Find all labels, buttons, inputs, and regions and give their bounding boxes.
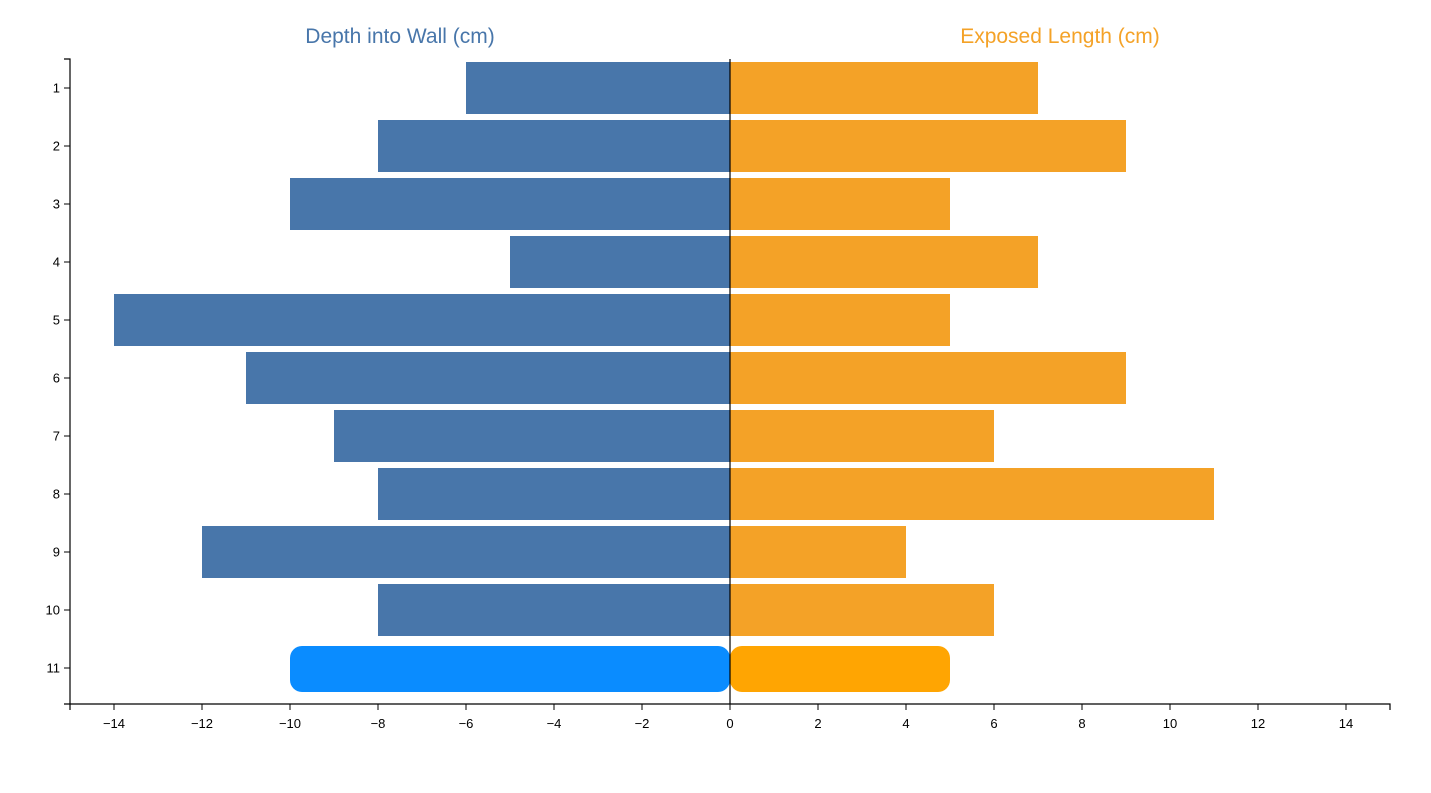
x-tick-label: −4	[547, 716, 562, 731]
x-tick-label: −12	[191, 716, 213, 731]
bar-left-1	[466, 62, 730, 114]
bar-right-10	[730, 584, 994, 636]
y-tick-label: 1	[53, 81, 60, 96]
bar-right-2	[730, 120, 1126, 172]
x-tick-label: 0	[726, 716, 733, 731]
y-tick-label: 4	[53, 255, 60, 270]
x-tick-label: −14	[103, 716, 125, 731]
bar-right-5	[730, 294, 950, 346]
x-tick-label: 6	[990, 716, 997, 731]
bar-right-8	[730, 468, 1214, 520]
x-tick-label: −2	[635, 716, 650, 731]
y-tick-label: 6	[53, 371, 60, 386]
bar-left-7	[334, 410, 730, 462]
y-tick-label: 7	[53, 429, 60, 444]
y-tick-label: 3	[53, 197, 60, 212]
right-series-title: Exposed Length (cm)	[960, 25, 1160, 48]
y-tick-label: 9	[53, 545, 60, 560]
x-tick-label: 10	[1163, 716, 1177, 731]
x-tick-label: 8	[1078, 716, 1085, 731]
x-tick-label: −10	[279, 716, 301, 731]
x-tick-label: 14	[1339, 716, 1353, 731]
y-tick-label: 5	[53, 313, 60, 328]
x-tick-label: 2	[814, 716, 821, 731]
y-axis: 1 2 3 4 5 6 7 8 9 10 11	[46, 58, 71, 705]
x-tick-label: −6	[459, 716, 474, 731]
bars-layer	[114, 62, 1214, 692]
x-axis: −14 −12 −10 −8 −6 −4 −2 0 2 4 6 8 10 12 14	[69, 703, 1391, 731]
y-tick-label: 11	[47, 661, 61, 676]
bar-left-11	[290, 646, 730, 692]
bar-left-10	[378, 584, 730, 636]
bar-left-9	[202, 526, 730, 578]
bar-right-4	[730, 236, 1038, 288]
bar-left-8	[378, 468, 730, 520]
bar-right-1	[730, 62, 1038, 114]
bar-right-9	[730, 526, 906, 578]
y-tick-label: 8	[53, 487, 60, 502]
bar-right-6	[730, 352, 1126, 404]
bar-right-3	[730, 178, 950, 230]
bar-left-3	[290, 178, 730, 230]
y-axis-line	[64, 58, 71, 705]
x-tick-label: −8	[371, 716, 386, 731]
bar-right-11	[730, 646, 950, 692]
x-tick-label: 12	[1251, 716, 1265, 731]
x-tick-label: 4	[902, 716, 909, 731]
left-series-title: Depth into Wall (cm)	[305, 25, 494, 48]
bar-left-4	[510, 236, 730, 288]
bar-left-5	[114, 294, 730, 346]
bar-left-6	[246, 352, 730, 404]
y-tick-label: 2	[53, 139, 60, 154]
bar-left-2	[378, 120, 730, 172]
y-tick-label: 10	[46, 603, 60, 618]
bar-right-7	[730, 410, 994, 462]
